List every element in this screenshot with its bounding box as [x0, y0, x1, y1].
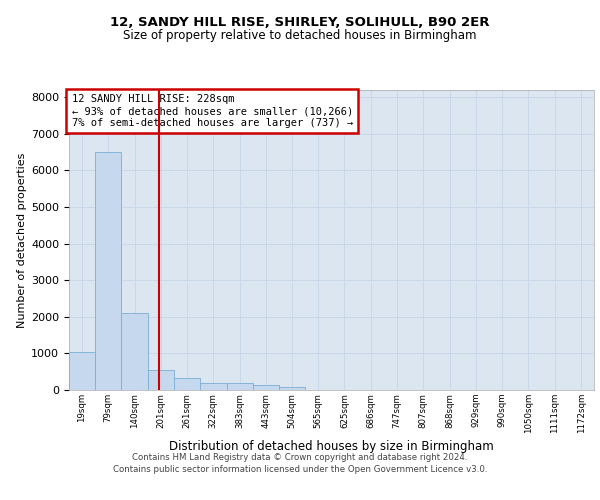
Text: 12, SANDY HILL RISE, SHIRLEY, SOLIHULL, B90 2ER: 12, SANDY HILL RISE, SHIRLEY, SOLIHULL, …	[110, 16, 490, 29]
Text: 12 SANDY HILL RISE: 228sqm
← 93% of detached houses are smaller (10,266)
7% of s: 12 SANDY HILL RISE: 228sqm ← 93% of deta…	[71, 94, 353, 128]
X-axis label: Distribution of detached houses by size in Birmingham: Distribution of detached houses by size …	[169, 440, 494, 453]
Y-axis label: Number of detached properties: Number of detached properties	[17, 152, 27, 328]
Bar	[253, 385, 279, 390]
Text: Contains HM Land Registry data © Crown copyright and database right 2024.: Contains HM Land Registry data © Crown c…	[132, 453, 468, 462]
Bar	[95, 152, 121, 390]
Text: Contains public sector information licensed under the Open Government Licence v3: Contains public sector information licen…	[113, 464, 487, 473]
Bar	[148, 370, 174, 390]
Bar	[279, 388, 305, 390]
Bar	[69, 352, 95, 390]
Text: Size of property relative to detached houses in Birmingham: Size of property relative to detached ho…	[123, 28, 477, 42]
Bar	[200, 382, 227, 390]
Bar	[121, 313, 148, 390]
Bar	[174, 378, 200, 390]
Bar	[227, 384, 253, 390]
